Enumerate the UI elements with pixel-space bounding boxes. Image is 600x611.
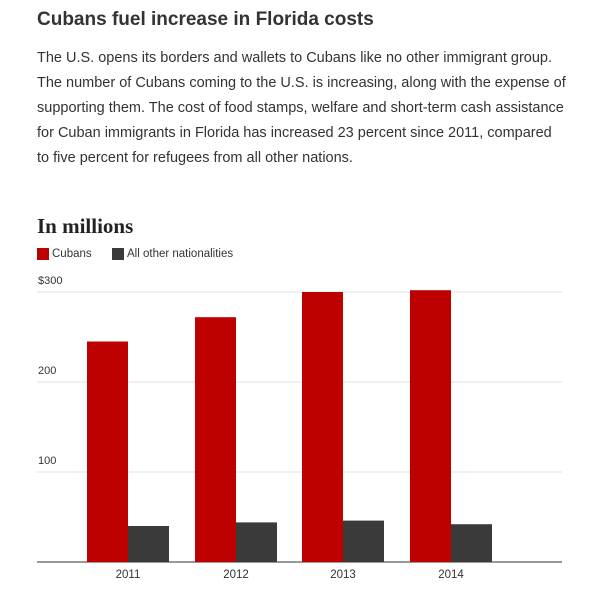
bar-cubans-2014 [410,290,451,562]
legend-swatch-cubans [37,248,49,260]
x-tick-label: 2012 [223,569,249,581]
intro-paragraph: The U.S. opens its borders and wallets t… [37,50,566,166]
y-tick-label: 200 [38,365,56,377]
bar-other-2012 [236,522,277,562]
y-tick-label: $300 [38,275,62,287]
y-axis-ticks: 100 200 $300 [38,275,62,467]
bar-cubans-2011 [87,341,128,562]
bar-other-2013 [343,520,384,562]
legend-label-cubans: Cubans [52,248,92,260]
chart-title: In millions [37,214,134,238]
bar-other-2011 [128,526,169,562]
bar-cubans-2013 [302,292,343,562]
bar-cubans-2012 [195,317,236,562]
headline: Cubans fuel increase in Florida costs [37,9,374,30]
bars [87,290,492,562]
x-tick-label: 2014 [438,569,464,581]
x-axis-labels: 2011 2012 2013 2014 [116,569,465,581]
y-tick-label: 100 [38,455,56,467]
legend-label-other: All other nationalities [127,248,234,260]
x-tick-label: 2011 [116,569,141,581]
legend-swatch-other [112,248,124,260]
bar-chart: 100 200 $300 2011 2012 2013 2014 [37,275,562,581]
x-tick-label: 2013 [330,569,356,581]
bar-other-2014 [451,524,492,562]
